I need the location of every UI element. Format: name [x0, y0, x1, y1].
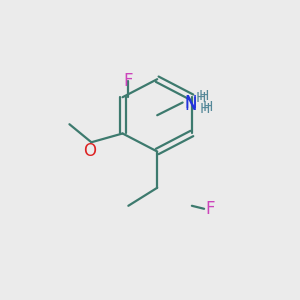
Text: H: H [199, 88, 209, 103]
Text: H: H [203, 100, 213, 114]
Text: H: H [195, 91, 206, 105]
Text: O: O [83, 142, 96, 160]
Text: F: F [124, 72, 133, 90]
Text: H: H [200, 103, 210, 116]
Text: F: F [206, 200, 215, 218]
Text: N: N [184, 96, 197, 114]
Text: N: N [184, 94, 197, 112]
